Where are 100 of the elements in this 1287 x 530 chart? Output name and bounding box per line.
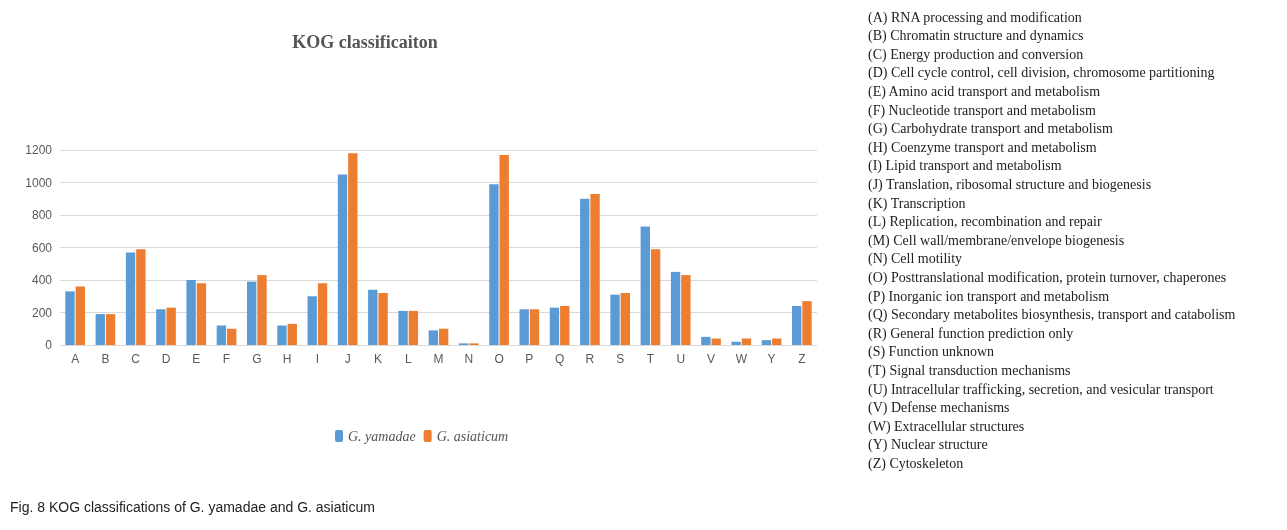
y-tick-label: 1200: [25, 143, 53, 157]
x-tick-label: N: [464, 352, 474, 366]
bar: [670, 271, 681, 345]
text: (F) Nucleotide transport and metabolism: [868, 102, 1096, 119]
x-tick-label: S: [616, 352, 625, 366]
text: (U) Intracellular trafficking, secretion, and vesicular transport: [868, 381, 1214, 398]
bar: [408, 310, 419, 345]
bar: [529, 309, 540, 345]
x-tick-label: M: [433, 352, 444, 366]
x-tick-label: H: [282, 352, 292, 366]
x-tick-label: F: [222, 352, 231, 366]
text: (A) RNA processing and modification: [868, 9, 1082, 26]
bar: [549, 307, 560, 345]
text: (T) Signal transduction mechanisms: [868, 362, 1071, 379]
bar: [75, 286, 85, 345]
text: (B) Chromatin structure and dynamics: [868, 28, 1084, 45]
bar: [216, 325, 227, 345]
bar: [95, 314, 105, 345]
x-tick-label: O: [494, 352, 504, 366]
bar: [580, 198, 590, 345]
text: (E) Amino acid transport and metabolism: [868, 83, 1101, 100]
bar: [246, 281, 257, 345]
text: (K) Transcription: [868, 195, 966, 212]
bar: [166, 307, 176, 345]
bar: [681, 275, 691, 345]
text: (R) General function prediction only: [868, 325, 1074, 342]
caption: Fig. 8 KOG classifications of G. yamadae and G. asiaticum: [10, 499, 375, 515]
x-tick-label: W: [735, 352, 748, 366]
x-tick-label: G: [252, 352, 262, 366]
x-tick-label: B: [101, 352, 110, 366]
text: (Z) Cytoskeleton: [868, 455, 964, 472]
bar: [489, 184, 499, 345]
bar: [398, 310, 408, 345]
text: (L) Replication, recombination and repair: [868, 214, 1102, 231]
y-tick-label: 600: [31, 240, 53, 255]
x-tick-label: K: [373, 352, 382, 366]
text: (W) Extracellular structures: [868, 418, 1025, 435]
bar: [519, 309, 529, 345]
x-tick-label: Y: [767, 352, 776, 366]
chart-title: KOG classificaiton: [292, 32, 438, 52]
bar: [761, 340, 772, 345]
text: (M) Cell wall/membrane/envelope biogenesis: [868, 232, 1125, 249]
x-tick-label: E: [192, 352, 201, 366]
bar: [438, 328, 449, 345]
text: (S) Function unknown: [868, 344, 994, 361]
text: (O) Posttranslational modification, protein turnover, chaperones: [868, 269, 1227, 286]
bar: [227, 328, 237, 345]
y-tick-label: 400: [31, 273, 53, 287]
x-tick-label: Z: [798, 352, 806, 366]
bar: [307, 296, 317, 345]
text: (G) Carbohydrate transport and metabolism: [868, 121, 1114, 138]
bar: [428, 330, 439, 345]
bar: [65, 291, 75, 345]
bar: [560, 306, 570, 345]
bar: [368, 289, 378, 345]
text: (Q) Secondary metabolites biosynthesis, transport and catabolism: [868, 307, 1236, 324]
bar: [337, 174, 348, 345]
y-tick-label: 1000: [25, 175, 53, 190]
text: (H) Coenzyme transport and metabolism: [868, 139, 1097, 156]
bar: [378, 293, 388, 345]
bar: [277, 325, 287, 345]
bar: [105, 314, 116, 345]
text: (J) Translation, ribosomal structure and biogenesis: [868, 176, 1152, 193]
bar: [125, 252, 136, 345]
bar: [186, 280, 196, 345]
y-tick-label: 800: [31, 208, 53, 222]
x-tick-label: V: [707, 352, 716, 366]
bar: [156, 309, 166, 345]
bar: [590, 193, 600, 345]
x-tick-label: I: [315, 352, 320, 366]
y-tick-label: 0: [45, 338, 53, 352]
x-tick-label: A: [71, 352, 80, 366]
x-tick-label: J: [344, 352, 351, 366]
text: (C) Energy production and conversion: [868, 46, 1084, 63]
bar: [792, 306, 802, 345]
text: (D) Cell cycle control, cell division, chromosome partitioning: [868, 65, 1215, 82]
bar: [499, 154, 509, 345]
x-tick-label: L: [404, 352, 412, 366]
bar: [620, 293, 631, 345]
bar: [136, 249, 146, 345]
bar: [610, 294, 620, 345]
y-tick-label: 200: [31, 305, 53, 320]
x-tick-label: Q: [554, 352, 565, 366]
x-tick-label: C: [131, 352, 141, 366]
bar: [196, 283, 207, 345]
text: (N) Cell motility: [868, 251, 963, 268]
text: (P) Inorganic ion transport and metabolism: [868, 288, 1110, 305]
bar: [731, 341, 741, 345]
bar: [317, 283, 328, 345]
x-tick-label: D: [161, 352, 171, 366]
text: (Y) Nuclear structure: [868, 437, 988, 454]
bar: [287, 323, 297, 345]
x-tick-label: R: [585, 352, 595, 366]
bar: [257, 275, 267, 345]
x-tick-label: T: [646, 352, 655, 366]
x-tick-label: U: [676, 352, 686, 366]
bar: [701, 336, 711, 345]
legend-label: G. yamadae: [348, 428, 416, 444]
text: (I) Lipid transport and metabolism: [868, 158, 1062, 175]
bar: [711, 338, 721, 345]
